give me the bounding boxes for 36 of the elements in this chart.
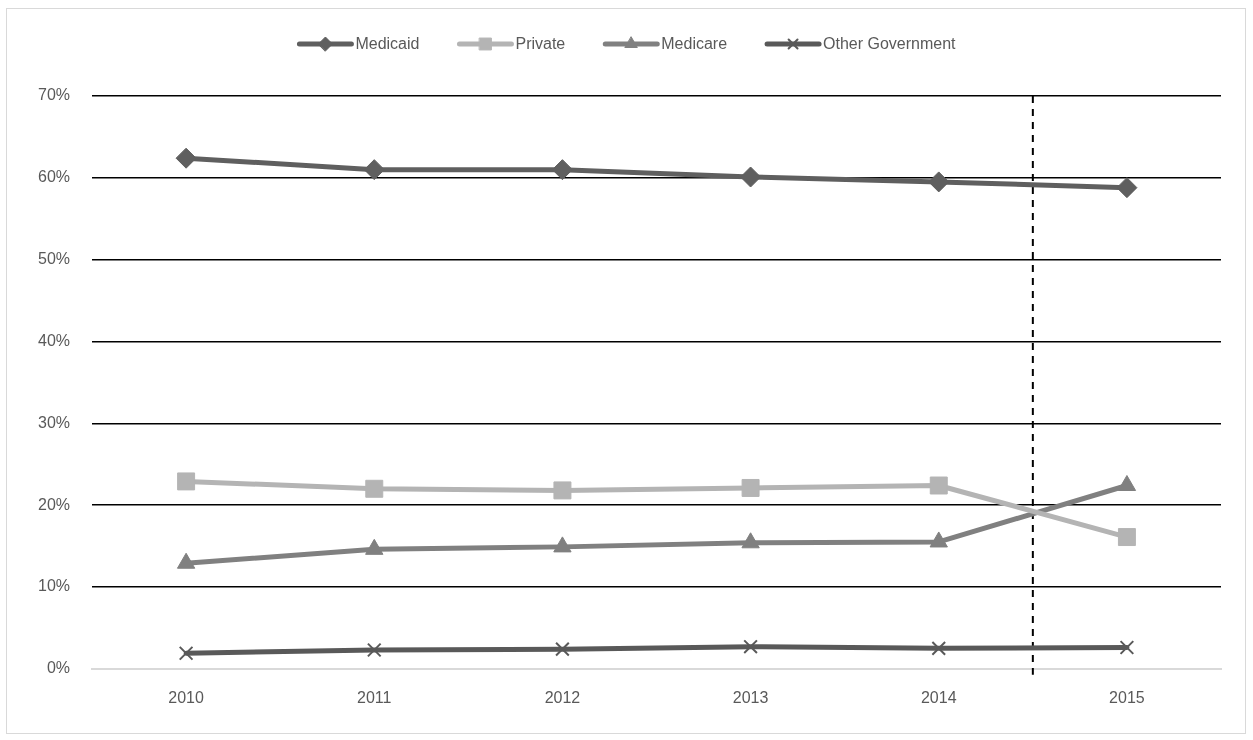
- point: [175, 147, 197, 169]
- point: [366, 642, 382, 658]
- x-tick-label: 2014: [920, 688, 957, 706]
- legend-label: Other Government: [823, 35, 957, 53]
- y-tick-label: 40%: [37, 331, 71, 349]
- point: [551, 159, 573, 181]
- legend-label: Private: [515, 35, 566, 53]
- x-tick-label: 2015: [1109, 688, 1145, 706]
- point: [931, 640, 947, 656]
- y-tick-label: 0%: [46, 659, 71, 677]
- point: [363, 159, 385, 181]
- y-tick-label: 60%: [37, 168, 71, 186]
- point: [741, 478, 760, 497]
- point: [365, 479, 384, 498]
- point: [177, 472, 196, 491]
- point: [1119, 640, 1135, 655]
- point: [1117, 528, 1136, 547]
- x-tick-label: 2010: [168, 688, 204, 706]
- x-tick-label: 2013: [732, 688, 769, 706]
- point: [928, 171, 950, 193]
- point: [553, 481, 572, 500]
- point: [178, 645, 194, 661]
- x-tick-label: 2012: [544, 688, 581, 706]
- legend-label: Medicare: [661, 35, 728, 53]
- y-tick-label: 70%: [37, 86, 71, 104]
- point: [929, 476, 948, 495]
- y-tick-label: 20%: [37, 495, 71, 513]
- y-tick-label: 50%: [37, 250, 71, 268]
- y-tick-label: 10%: [37, 577, 71, 595]
- point: [555, 641, 570, 657]
- point: [740, 166, 762, 188]
- legend-label: Medicaid: [355, 35, 420, 53]
- x-tick-label: 2011: [357, 688, 392, 706]
- point: [1116, 177, 1138, 199]
- y-tick-label: 30%: [37, 413, 71, 431]
- point: [743, 639, 758, 655]
